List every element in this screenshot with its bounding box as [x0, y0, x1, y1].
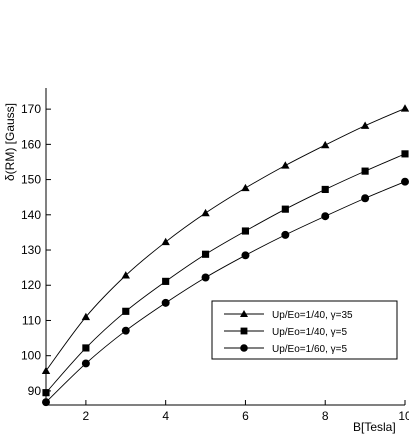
legend-marker: [240, 310, 248, 317]
series-1-point: [41, 366, 51, 374]
series-3-point: [201, 273, 210, 282]
series-2-point: [281, 205, 289, 213]
series-2-point: [82, 344, 90, 352]
y-tick-label: 170: [21, 102, 41, 116]
legend-label: Up/Eo=1/40, γ=5: [272, 327, 347, 338]
series-2-point: [401, 150, 409, 158]
series-2-point: [321, 185, 329, 194]
series-3-point: [81, 359, 90, 368]
series-3-point: [42, 398, 50, 407]
series-1-point: [201, 208, 210, 217]
x-tick-label: 2: [83, 409, 90, 423]
x-ticks: 2 4 6 8 10: [83, 400, 409, 423]
y-tick-label: 120: [21, 278, 41, 292]
series-1-point: [321, 140, 330, 149]
y-tick-label: 110: [22, 313, 41, 327]
y-tick-label: 160: [21, 137, 41, 151]
series-1-point: [360, 121, 370, 129]
series-3-point: [401, 177, 409, 186]
series-1-point: [241, 183, 250, 192]
y-tick-label: 100: [21, 349, 41, 363]
series-1-point: [281, 161, 290, 169]
series-3-point: [161, 298, 170, 307]
series-line-2: [45, 153, 406, 393]
x-tick-label: 8: [322, 409, 329, 423]
legend: Up/Eo=1/40, γ=35 Up/Eo=1/40, γ=5 Up/Eo=1/6…: [211, 300, 398, 360]
series-3-point: [321, 212, 330, 221]
y-tick-label: 150: [21, 173, 41, 187]
y-tick-label: 130: [21, 243, 41, 257]
series-line-3: [45, 181, 406, 403]
series-3-point: [241, 251, 250, 260]
y-tick-label: 140: [21, 208, 41, 222]
series-3-point: [361, 194, 370, 203]
x-axis-label: B[Tesla]: [353, 420, 396, 434]
series-1-point: [81, 312, 91, 321]
legend-marker: [240, 327, 248, 335]
series-3-point: [281, 230, 290, 239]
x-tick-label: 10: [398, 409, 409, 423]
series-2-point: [201, 250, 210, 258]
x-tick-label: 6: [242, 409, 249, 423]
legend-label: Up/Eo=1/60, γ=5: [272, 344, 347, 355]
y-axis-label: δ(RM) [Gauss]: [3, 103, 17, 181]
legend-marker: [240, 344, 248, 352]
series-2-point: [42, 389, 50, 397]
series-2-point: [122, 307, 130, 315]
series-1-point: [400, 104, 409, 112]
series-1-point: [161, 237, 170, 246]
series-3-point: [121, 326, 130, 335]
series-line-1: [45, 108, 406, 372]
y-ticks: 90 100 110 120 130 140 150 160 170: [21, 102, 51, 398]
series-2-point: [361, 167, 369, 175]
legend-label: Up/Eo=1/40, γ=35: [272, 310, 353, 321]
plot-area: [41, 104, 409, 407]
series-1-point: [121, 271, 130, 279]
y-tick-label: 90: [28, 384, 42, 398]
axes: 90 100 110 120 130 140 150 160 170 2 4 6 8 10: [21, 88, 409, 423]
series-2-point: [162, 277, 170, 285]
x-tick-label: 4: [162, 409, 169, 423]
series-2-point: [241, 227, 250, 235]
